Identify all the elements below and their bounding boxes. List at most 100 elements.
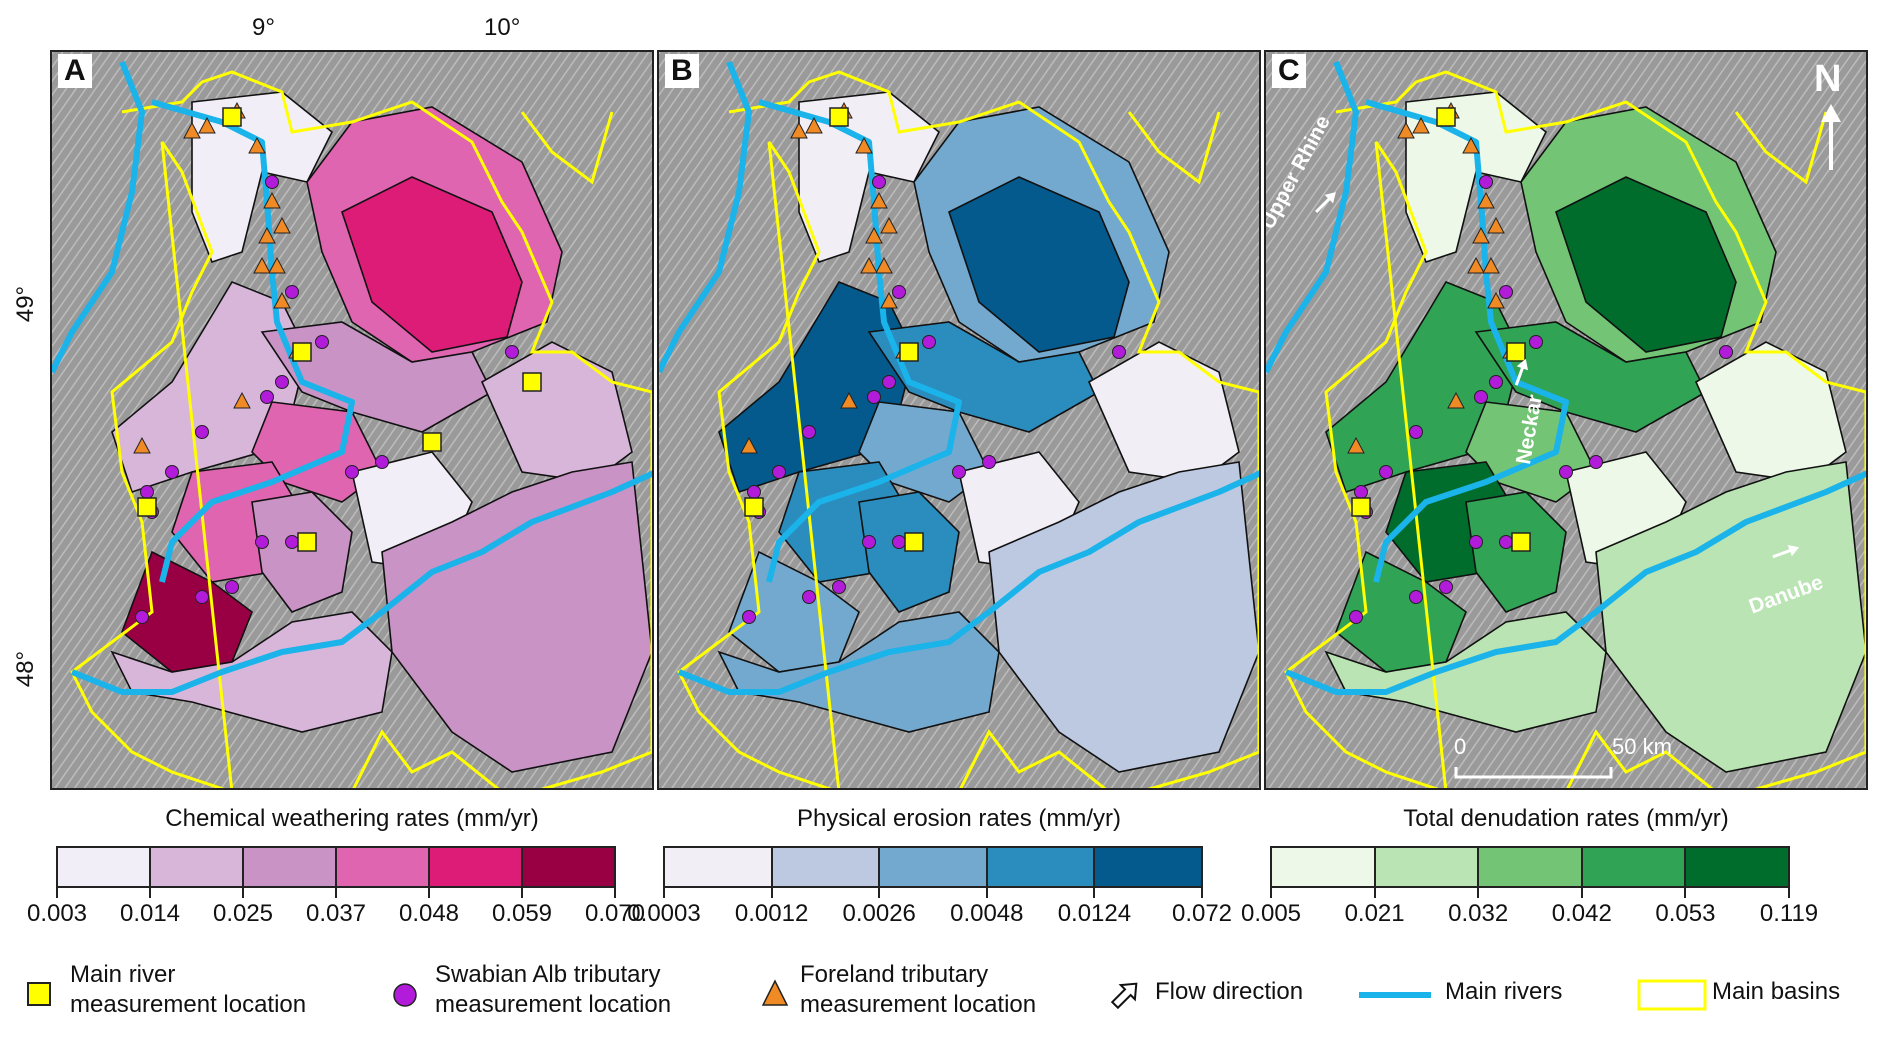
colorbar-tick-label: 0.005 [1240, 900, 1302, 927]
colorbar-swatch [244, 848, 337, 886]
alb-site-marker [802, 425, 816, 439]
colorbar-tick-label: 0.0003 [627, 900, 701, 927]
colorbar-swatch [1095, 848, 1201, 886]
outer-basin-outline [352, 729, 500, 788]
alb-site-marker [922, 335, 936, 349]
alb-site-marker [195, 425, 209, 439]
main-basin-outline [70, 70, 652, 788]
colorbar-swatch [880, 848, 988, 886]
alb-site-marker [1409, 590, 1423, 604]
foreland-site-marker [263, 191, 281, 209]
colorbar-tick [521, 888, 523, 898]
foreland-site-marker [1487, 291, 1505, 309]
colorbar-tick [1580, 888, 1583, 898]
colorbar-swatch [430, 848, 523, 886]
map-panel-a: A [50, 50, 654, 790]
alb-site-marker [867, 390, 881, 404]
alb-site-marker [802, 590, 816, 604]
colorbar-tick-label: 0.0012 [734, 900, 809, 927]
flow-arrow-icon [1514, 358, 1529, 386]
colorbar-tick-label: 0.032 [1448, 900, 1509, 927]
colorbar-swatch [337, 848, 430, 886]
colorbar-tick-label: 0.070 [584, 900, 646, 927]
north-arrow-label: N [1814, 58, 1842, 100]
foreland-site-marker [1347, 436, 1365, 454]
main-site-marker [222, 107, 242, 127]
alb-site-marker [1474, 390, 1488, 404]
main-site-marker [899, 342, 919, 362]
lon-label-10: 10° [484, 14, 521, 41]
outer-basin-outline [520, 111, 614, 185]
main-basin-outline [677, 70, 1259, 788]
alb-site-marker [1489, 375, 1503, 389]
map-panel-b: B [657, 50, 1261, 790]
foreland-site-marker [805, 116, 823, 134]
foreland-site-marker [1467, 256, 1485, 274]
main-site-marker [137, 497, 157, 517]
scale-bar-end: 50 km [1612, 734, 1672, 759]
panel-letter-a: A [58, 54, 92, 88]
foreland-site-marker [860, 256, 878, 274]
alb-site-marker [952, 465, 966, 479]
map-c-svg [1266, 52, 1866, 788]
colorbar-tick [428, 888, 430, 898]
legend-label: Main basins [1712, 978, 1841, 1005]
main-river [677, 470, 1259, 695]
north-arrow-icon [1821, 104, 1841, 170]
colorbar-tick [985, 888, 988, 898]
sub-basin-south-west [1324, 611, 1607, 733]
colorbar-tick [1788, 888, 1790, 898]
flow-arrow-icon [1772, 544, 1800, 559]
alb-site-marker [375, 455, 389, 469]
foreland-site-marker [1487, 216, 1505, 234]
alb-site-marker [135, 610, 149, 624]
legend-label: Main river measurement location [70, 961, 307, 1018]
foreland-site-marker [855, 136, 873, 154]
colorbar-tick-label: 0.072 [1171, 900, 1233, 927]
colorbar-title-b: Physical erosion rates (mm/yr) [796, 805, 1122, 832]
main-site-marker [829, 107, 849, 127]
colorbar-tick-label: 0.0124 [1057, 900, 1132, 927]
main-site-marker [522, 372, 542, 392]
alb-site-marker [195, 590, 209, 604]
alb-site-marker [1559, 465, 1573, 479]
colorbar-tick-label: 0.119 [1759, 900, 1819, 927]
foreland-site-marker [198, 116, 216, 134]
sub-basin-south-west [110, 611, 393, 733]
alb-site-marker [1719, 345, 1733, 359]
alb-site-marker [275, 375, 289, 389]
foreland-site-marker [790, 121, 808, 139]
alb-site-marker [832, 580, 846, 594]
sub-basin-east-lobe [1087, 341, 1240, 483]
sub-basin-south-west [717, 611, 1000, 733]
foreland-site-marker [870, 191, 888, 209]
colorbar-tick [242, 888, 244, 898]
foreland-site-marker [183, 121, 201, 139]
alb-site-marker [225, 580, 239, 594]
alb-site-marker [260, 390, 274, 404]
colorbar-title-a: Chemical weathering rates (mm/yr) [165, 805, 539, 832]
alb-site-marker [255, 535, 269, 549]
foreland-site-marker [840, 391, 858, 409]
orange-triangle-icon [761, 979, 789, 1006]
colorbar-swatch [523, 848, 614, 886]
scale-bar [1454, 767, 1613, 779]
foreland-site-marker [880, 291, 898, 309]
colorbar-tick [335, 888, 337, 898]
colorbar-tick-label: 0.021 [1344, 900, 1405, 927]
sub-basin-inner-east [341, 176, 523, 353]
sub-basin-south-east [1595, 461, 1866, 773]
colorbar-tick [878, 888, 881, 898]
outer-basin-outline [1127, 111, 1221, 185]
alb-site-marker [892, 285, 906, 299]
map-b-svg [659, 52, 1259, 788]
colorbar-tick [1270, 888, 1272, 898]
alb-site-marker [1349, 610, 1363, 624]
foreland-site-marker [865, 226, 883, 244]
main-river [758, 99, 962, 583]
lon-label-9: 9° [252, 14, 275, 41]
foreland-site-marker [1412, 116, 1430, 134]
main-river [1284, 470, 1866, 695]
colorbar-tick-label: 0.003 [26, 900, 88, 927]
alb-site-marker [140, 485, 154, 499]
